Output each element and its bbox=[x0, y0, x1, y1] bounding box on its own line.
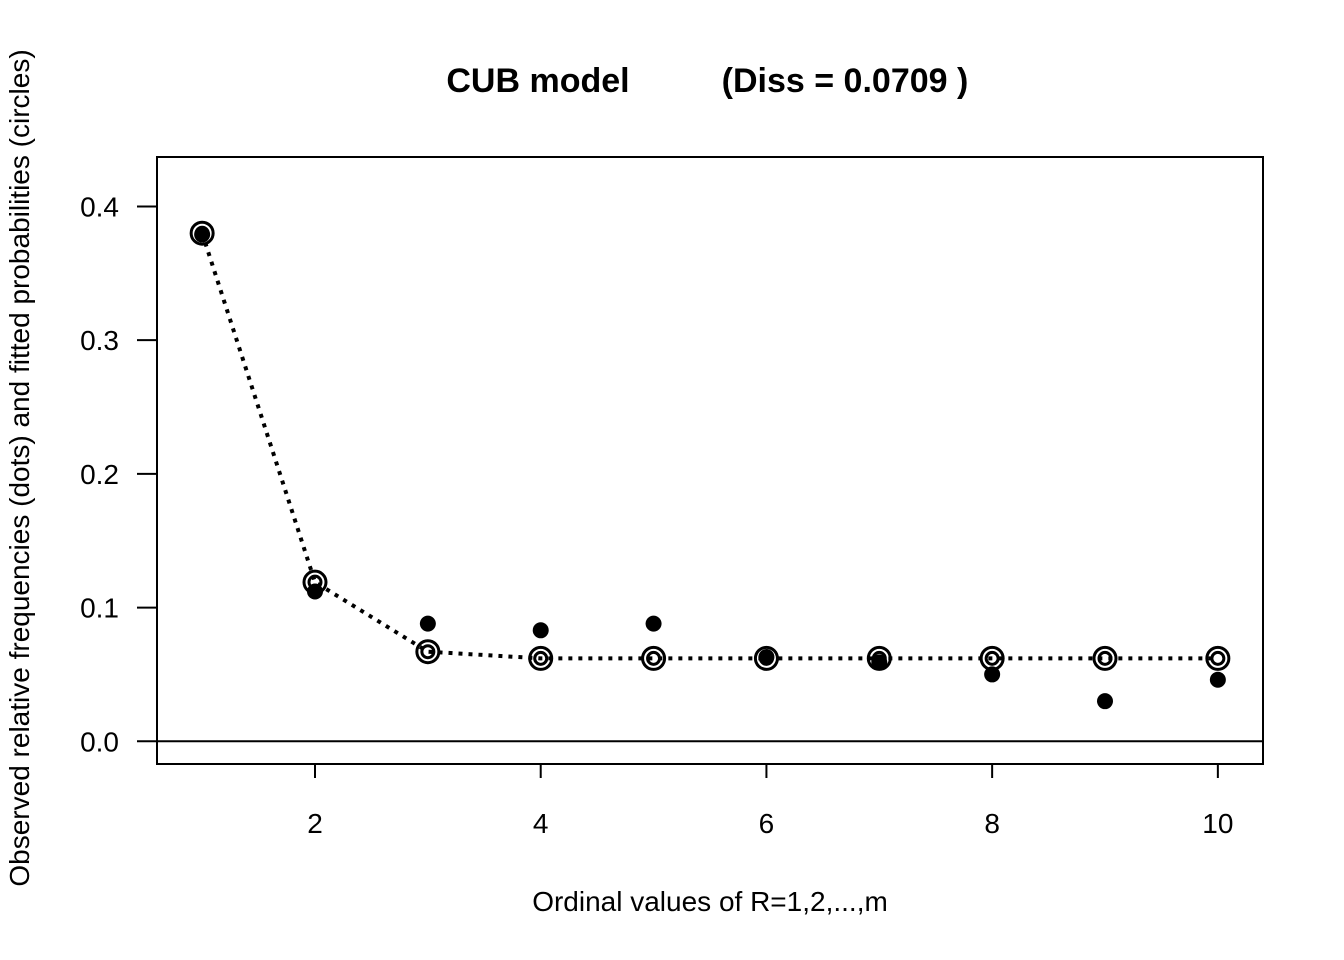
observed-frequency-dot bbox=[1097, 693, 1113, 710]
fitted-probability-circle bbox=[302, 569, 328, 595]
x-tick-label: 8 bbox=[984, 808, 1000, 839]
y-tick-label: 0.3 bbox=[80, 325, 119, 356]
fitted-probability-circle bbox=[979, 645, 1005, 671]
observed-dots-group bbox=[194, 226, 1226, 710]
observed-frequency-dot bbox=[984, 666, 1001, 683]
x-axis: 2 4 6 8 10 bbox=[307, 764, 1233, 839]
observed-frequency-dot bbox=[419, 615, 436, 632]
fitted-probability-circle bbox=[1092, 645, 1118, 671]
fitted-probability-circle bbox=[1205, 645, 1231, 671]
observed-frequency-dot bbox=[871, 654, 888, 671]
fitted-probability-circle bbox=[415, 639, 441, 665]
fitted-probability-circle bbox=[753, 645, 779, 671]
fitted-probability-circle bbox=[189, 220, 215, 246]
fitted-probability-circle bbox=[866, 645, 892, 671]
y-tick-label: 0.1 bbox=[80, 593, 119, 624]
fitted-probability-line bbox=[200, 232, 1218, 661]
x-tick-label: 4 bbox=[533, 808, 549, 839]
y-tick-label: 0.2 bbox=[80, 459, 119, 490]
x-tick-label: 10 bbox=[1202, 808, 1233, 839]
observed-frequency-dot bbox=[1209, 671, 1226, 688]
chart-title-diss: (Diss = 0.0709 ) bbox=[722, 62, 969, 100]
plot-frame bbox=[156, 156, 1264, 765]
observed-frequency-dot bbox=[645, 615, 662, 632]
x-tick-label: 6 bbox=[759, 808, 775, 839]
fitted-circles-group bbox=[189, 220, 1231, 671]
y-axis: 0.0 0.1 0.2 0.3 0.4 bbox=[80, 191, 157, 757]
fitted-probability-circle bbox=[528, 645, 554, 671]
y-tick-label: 0.4 bbox=[80, 191, 119, 222]
x-tick-label: 2 bbox=[307, 808, 323, 839]
chart-title-model: CUB model bbox=[446, 62, 629, 100]
y-tick-label: 0.0 bbox=[80, 726, 119, 757]
x-axis-label: Ordinal values of R=1,2,...,m bbox=[532, 886, 888, 917]
observed-frequency-dot bbox=[532, 622, 549, 639]
y-axis-label: Observed relative frequencies (dots) and… bbox=[4, 49, 35, 886]
fitted-probability-circle bbox=[641, 645, 667, 671]
fitted-line-group bbox=[200, 232, 1218, 661]
